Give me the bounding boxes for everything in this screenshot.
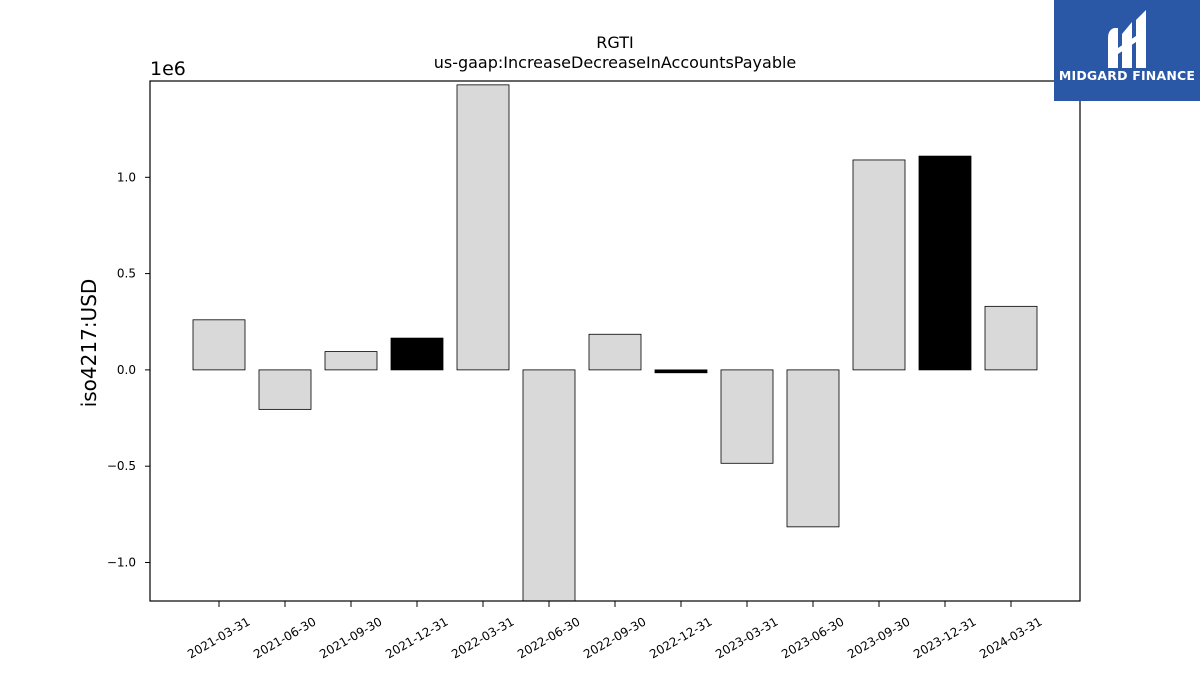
bar-2022-03-31 bbox=[456, 84, 510, 371]
x-tick-label: 2022-12-31 bbox=[647, 614, 714, 661]
x-tick-label: 2022-06-30 bbox=[515, 614, 582, 661]
bar-2023-09-30 bbox=[852, 159, 906, 371]
logo-mark-icon bbox=[1108, 10, 1146, 68]
bar-2023-06-30 bbox=[786, 369, 840, 528]
bar-2023-12-31 bbox=[918, 155, 972, 371]
bar-2022-12-31 bbox=[654, 369, 708, 374]
x-tick-label: 2023-09-30 bbox=[845, 614, 912, 661]
x-tick-label: 2022-09-30 bbox=[581, 614, 648, 661]
x-axis-ticks: 2021-03-312021-06-302021-09-302021-12-31… bbox=[185, 601, 1045, 661]
y-offset-label: 1e6 bbox=[150, 58, 186, 80]
x-tick-label: 2023-06-30 bbox=[779, 614, 846, 661]
x-tick-label: 2022-03-31 bbox=[449, 614, 516, 661]
bar-2021-06-30 bbox=[258, 369, 312, 410]
x-tick-label: 2021-06-30 bbox=[251, 614, 318, 661]
x-tick-label: 2021-12-31 bbox=[383, 614, 450, 661]
chart-title: RGTI bbox=[596, 33, 633, 52]
x-tick-label: 2021-03-31 bbox=[185, 614, 252, 661]
logo-text: MIDGARD FINANCE bbox=[1058, 68, 1196, 83]
y-axis-label: iso4217:USD bbox=[77, 279, 101, 408]
x-tick-label: 2023-03-31 bbox=[713, 614, 780, 661]
midgard-finance-logo: MIDGARD FINANCE bbox=[1054, 0, 1200, 101]
x-tick-label: 2023-12-31 bbox=[911, 614, 978, 661]
bars-group bbox=[192, 84, 1038, 602]
y-tick-label: 1.0 bbox=[117, 170, 136, 184]
bar-2022-09-30 bbox=[588, 333, 642, 371]
bar-2024-03-31 bbox=[984, 305, 1038, 371]
bar-2021-09-30 bbox=[324, 351, 378, 371]
x-tick-label: 2024-03-31 bbox=[977, 614, 1044, 661]
y-tick-label: 0.0 bbox=[117, 363, 136, 377]
y-tick-label: −0.5 bbox=[107, 459, 136, 473]
chart-subtitle: us-gaap:IncreaseDecreaseInAccountsPayabl… bbox=[434, 53, 797, 72]
bar-2023-03-31 bbox=[720, 369, 774, 464]
y-tick-label: 0.5 bbox=[117, 267, 136, 281]
plot-frame bbox=[149, 80, 1081, 602]
bar-2021-12-31 bbox=[390, 337, 444, 371]
x-tick-label: 2021-09-30 bbox=[317, 614, 384, 661]
y-axis-ticks: −1.0 −0.5 0.0 0.5 1.0 bbox=[107, 170, 150, 569]
bar-2022-06-30 bbox=[522, 369, 576, 602]
bar-2021-03-31 bbox=[192, 319, 246, 371]
y-tick-label: −1.0 bbox=[107, 555, 136, 569]
